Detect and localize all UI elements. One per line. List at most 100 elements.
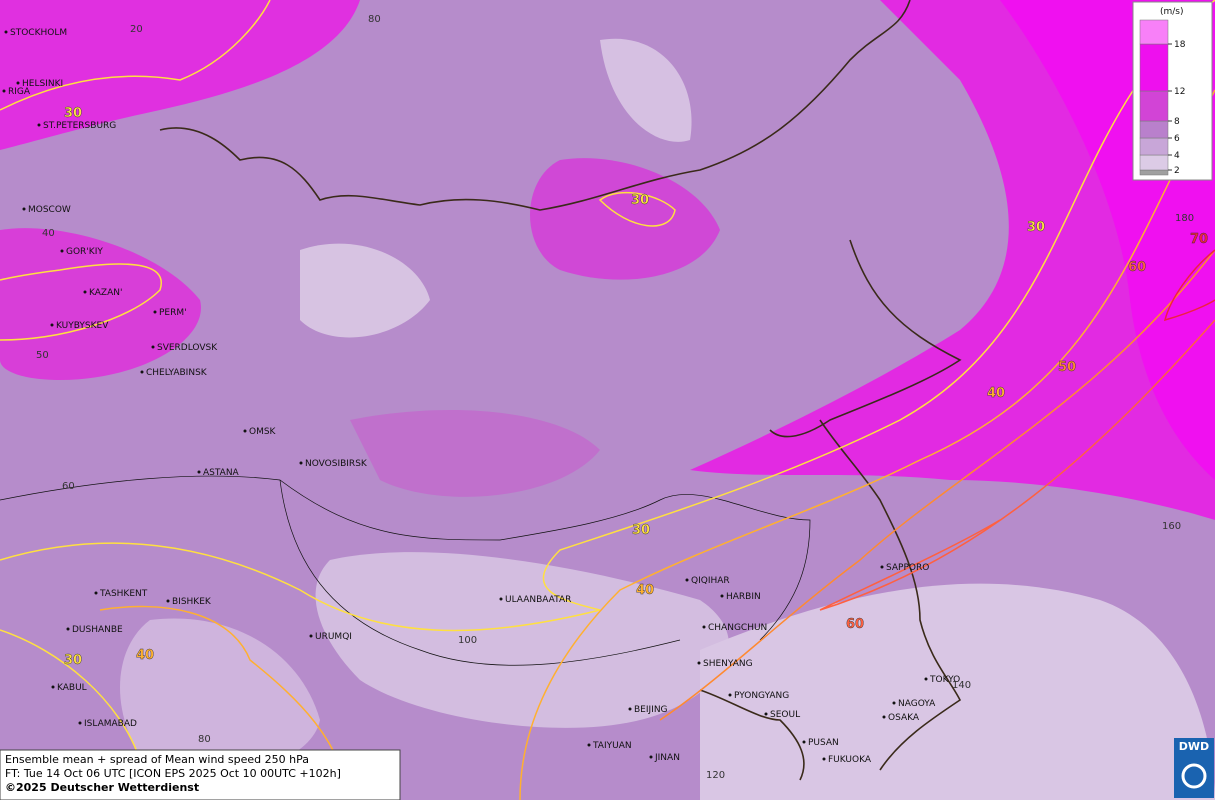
legend-unit: (m/s) [1160, 7, 1184, 17]
city-dot [309, 634, 313, 638]
city-dot [802, 740, 806, 744]
city-dot [702, 625, 706, 629]
city-dot [51, 685, 55, 689]
city-label: KAZAN' [89, 288, 122, 298]
city-label: ASTANA [203, 468, 240, 478]
contour-label: 30 [631, 193, 649, 208]
grid-label: 60 [62, 481, 75, 492]
contour-label: 30 [64, 653, 82, 668]
city-dot [649, 755, 653, 759]
grid-label: 100 [458, 635, 477, 646]
legend-swatch [1139, 43, 1169, 92]
city-label: SHENYANG [703, 659, 753, 669]
borders [0, 475, 811, 666]
city-label: OSAKA [888, 713, 920, 723]
coastlines [159, 0, 962, 781]
grid-label: 40 [42, 228, 55, 239]
city-dot [587, 743, 591, 747]
city-label: DUSHANBE [72, 625, 123, 635]
city-dot [151, 345, 155, 349]
city-label: STOCKHOLM [10, 28, 67, 38]
city-label: BEIJING [634, 705, 668, 715]
city-label: KUYBYSKEV [56, 321, 109, 331]
contour-label: 40 [987, 386, 1005, 401]
city-label: MOSCOW [28, 205, 71, 215]
city-dot [880, 565, 884, 569]
contour-label: 30 [632, 523, 650, 538]
footer-line: Ensemble mean + spread of Mean wind spee… [5, 753, 309, 766]
city-dot [697, 661, 701, 665]
contour-label: 70 [1190, 232, 1208, 247]
contour-label: 50 [1058, 360, 1076, 375]
city-label: SEOUL [770, 710, 800, 720]
city-label: CHANGCHUN [708, 623, 767, 633]
logo-swirl [1181, 763, 1207, 789]
legend-swatch [1139, 169, 1169, 176]
legend-tick-label: 2 [1174, 166, 1180, 176]
city-dot [720, 594, 724, 598]
city-label: ULAANBAATAR [505, 595, 571, 605]
city-label: CHELYABINSK [146, 368, 208, 378]
city-label: ST.PETERSBURG [43, 121, 116, 131]
city-label: JINAN [654, 753, 680, 763]
legend-swatch [1139, 120, 1169, 139]
city-label: SAPPORO [886, 563, 929, 573]
city-dot [60, 249, 64, 253]
city-dot [243, 429, 247, 433]
city-label: NAGOYA [898, 699, 936, 709]
city-dot [924, 677, 928, 681]
city-dot [78, 721, 82, 725]
grid-label: 80 [198, 734, 211, 745]
grid-label: 180 [1175, 213, 1194, 224]
legend-tick-label: 6 [1174, 134, 1180, 144]
city-dot [892, 701, 896, 705]
city-label: RIGA [8, 87, 31, 97]
legend-tick-label: 18 [1174, 40, 1186, 50]
city-dot [4, 30, 8, 34]
city-dot [882, 715, 886, 719]
legend-tick-label: 4 [1174, 151, 1180, 161]
city-dot [50, 323, 54, 327]
contour-label: 60 [1128, 260, 1146, 275]
footer-line: FT: Tue 14 Oct 06 UTC [ICON EPS 2025 Oct… [5, 767, 341, 780]
city-label: HELSINKI [22, 79, 63, 89]
city-dot [37, 123, 41, 127]
city-label: GOR'KIY [66, 247, 103, 257]
city-dot [140, 370, 144, 374]
city-label: OMSK [249, 427, 277, 437]
contour-label: 30 [64, 106, 82, 121]
city-dot [153, 310, 157, 314]
grid-label: 120 [706, 770, 725, 781]
city-dot [685, 578, 689, 582]
city-dot [16, 81, 20, 85]
city-label: HARBIN [726, 592, 761, 602]
contour-label: 40 [136, 648, 154, 663]
legend-swatch [1139, 154, 1169, 171]
city-label: SVERDLOVSK [157, 343, 218, 353]
city-label: PYONGYANG [734, 691, 789, 701]
city-label: FUKUOKA [828, 755, 872, 765]
city-dot [197, 470, 201, 474]
city-label: QIQIHAR [691, 576, 730, 586]
contour-label: 30 [1027, 220, 1045, 235]
city-label: TOKYO [929, 675, 960, 685]
city-dot [764, 712, 768, 716]
legend-swatch [1139, 137, 1169, 156]
contour-label: 40 [636, 583, 654, 598]
city-dot [499, 597, 503, 601]
city-label: URUMQI [315, 632, 352, 642]
city-label: KABUL [57, 683, 87, 693]
city-dot [728, 693, 732, 697]
grid-label: 20 [130, 24, 143, 35]
city-dot [83, 290, 87, 294]
city-dot [166, 599, 170, 603]
city-dot [299, 461, 303, 465]
city-label: ISLAMABAD [84, 719, 137, 729]
footer-box [0, 749, 401, 800]
grid-label: 50 [36, 350, 49, 361]
legend-tick-label: 8 [1174, 117, 1180, 127]
footer-line: ©2025 Deutscher Wetterdienst [5, 781, 199, 794]
city-dot [94, 591, 98, 595]
